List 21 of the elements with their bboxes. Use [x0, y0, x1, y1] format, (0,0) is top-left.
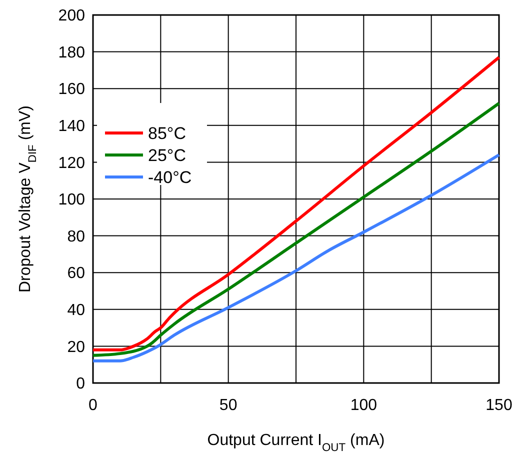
x-tick-label: 100: [350, 397, 378, 414]
y-tick-label: 80: [67, 228, 86, 246]
legend-label: -40°C: [148, 168, 192, 187]
y-tick-label: 200: [58, 8, 86, 25]
y-tick-label: 100: [58, 192, 86, 209]
y-tick-label: 140: [58, 118, 86, 135]
x-tick-label: 0: [88, 397, 98, 414]
y-tick-label: 40: [67, 302, 86, 319]
y-tick-label: 160: [58, 81, 86, 98]
legend-label: 85°C: [148, 124, 186, 143]
y-tick-label: 20: [67, 338, 86, 356]
y-tick-label: 180: [58, 44, 86, 62]
x-tick-label: 150: [486, 397, 512, 414]
y-tick-label: 0: [76, 376, 86, 393]
x-axis-title: Output Current I$_{OUT}$ (mA): [207, 432, 385, 454]
y-tick-label: 120: [58, 154, 86, 172]
line-series: [92, 102, 500, 357]
line-series: [92, 56, 500, 352]
y-tick-label: 60: [67, 265, 86, 282]
legend-label: 25°C: [148, 146, 186, 165]
x-tick-label: 50: [219, 397, 238, 414]
